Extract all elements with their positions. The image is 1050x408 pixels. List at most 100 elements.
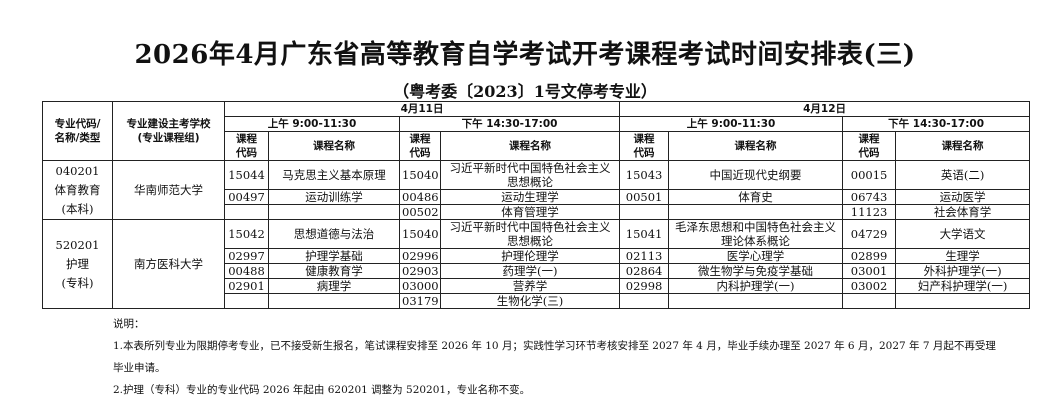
course-name: 外科护理学(一) bbox=[895, 263, 1031, 279]
course-code bbox=[619, 204, 670, 220]
header-course-code: 课程代码 bbox=[224, 131, 269, 161]
major-code: 520201 bbox=[55, 237, 100, 252]
course-code: 03000 bbox=[399, 278, 441, 294]
course-code: 04729 bbox=[842, 219, 897, 249]
course-name: 运动生理学 bbox=[439, 189, 621, 205]
course-name: 生理学 bbox=[895, 248, 1031, 264]
school-cell: 华南师范大学 bbox=[112, 160, 225, 220]
course-name: 健康教育学 bbox=[268, 263, 400, 279]
course-name: 营养学 bbox=[439, 278, 621, 294]
course-code: 00497 bbox=[224, 189, 269, 205]
major-type: (专科) bbox=[61, 275, 94, 290]
notes: 说明： 1.本表所列专业为限期停考专业，已不接受新生报名，笔试课程安排至 202… bbox=[113, 313, 996, 401]
table-row: 03179 生物化学(三) bbox=[43, 293, 1031, 309]
major-cell: 520201 护理 (专科) bbox=[42, 219, 113, 309]
course-name: 护理学基础 bbox=[268, 248, 400, 264]
course-code: 02864 bbox=[619, 263, 670, 279]
table-row: 00488 健康教育学 02903 药理学(一) 02864 微生物学与免疫学基础 0300… bbox=[43, 263, 1031, 279]
course-code: 00015 bbox=[842, 160, 897, 190]
course-code: 02998 bbox=[619, 278, 670, 294]
table-row: 00502 体育管理学 11123 社会体育学 bbox=[43, 204, 1031, 220]
course-code: 00501 bbox=[619, 189, 670, 205]
course-name: 内科护理学(一) bbox=[668, 278, 844, 294]
school-cell: 南方医科大学 bbox=[112, 219, 225, 309]
course-name: 体育史 bbox=[668, 189, 844, 205]
course-name: 运动医学 bbox=[895, 189, 1031, 205]
header-course-name: 课程名称 bbox=[895, 131, 1031, 161]
course-code: 00486 bbox=[399, 189, 441, 205]
header-day1-am: 上午 9:00-11:30 bbox=[224, 116, 400, 132]
page-subtitle: （粤考委〔2023〕1号文停考专业） bbox=[393, 82, 657, 101]
header-course-name: 课程名称 bbox=[439, 131, 621, 161]
header-course-code-label: 课程代码 bbox=[236, 133, 257, 159]
header-course-code-label: 课程代码 bbox=[633, 133, 655, 159]
course-name: 中国近现代史纲要 bbox=[668, 160, 844, 190]
note-item: 1.本表所列专业为限期停考专业，已不接受新生报名，笔试课程安排至 2026 年 … bbox=[113, 340, 996, 352]
course-code: 03179 bbox=[399, 293, 441, 309]
course-code: 00502 bbox=[399, 204, 441, 220]
exam-schedule-table: 专业代码/名称/类型 专业建设主考学校 (专业课程组) 4月11日 4月12日 上… bbox=[42, 101, 1031, 309]
course-code: 02903 bbox=[399, 263, 441, 279]
course-code: 00488 bbox=[224, 263, 269, 279]
course-code: 11123 bbox=[842, 204, 897, 220]
course-name: 护理伦理学 bbox=[439, 248, 621, 264]
course-name: 英语(二) bbox=[895, 160, 1031, 190]
header-course-code-label: 课程代码 bbox=[858, 133, 880, 159]
course-name: 微生物学与免疫学基础 bbox=[668, 263, 844, 279]
header-course-code: 课程代码 bbox=[619, 131, 670, 161]
table-row: 520201 护理 (专科) 南方医科大学 15042 思想道德与法治 15040 习近平新时… bbox=[42, 219, 1031, 309]
course-name: 体育管理学 bbox=[439, 204, 621, 220]
course-code bbox=[224, 293, 269, 309]
header-day2-pm: 下午 14:30-17:00 bbox=[842, 116, 1031, 132]
course-name bbox=[668, 204, 844, 220]
course-name: 运动训练学 bbox=[268, 189, 400, 205]
header-course-name: 课程名称 bbox=[268, 131, 400, 161]
notes-label: 说明： bbox=[113, 318, 145, 330]
course-code bbox=[224, 204, 269, 220]
page-title: 2026年4月广东省高等教育自学考试开考课程考试时间安排表(三) bbox=[134, 40, 916, 70]
table-row: 00497 运动训练学 00486 运动生理学 00501 体育史 06743 运动医学 bbox=[43, 189, 1031, 205]
header-major: 专业代码/名称/类型 bbox=[42, 101, 113, 161]
header-course-code: 课程代码 bbox=[399, 131, 441, 161]
course-code: 15043 bbox=[619, 160, 670, 190]
course-code: 02997 bbox=[224, 248, 269, 264]
major-type: (本科) bbox=[61, 201, 94, 216]
course-code: 15042 bbox=[224, 219, 269, 249]
course-code: 15044 bbox=[224, 160, 269, 190]
course-name bbox=[895, 293, 1031, 309]
course-code: 03002 bbox=[842, 278, 897, 294]
course-name: 医学心理学 bbox=[668, 248, 844, 264]
major-name: 体育教育 bbox=[54, 182, 101, 197]
header-day2: 4月12日 bbox=[619, 101, 1031, 117]
header-course-code: 课程代码 bbox=[842, 131, 897, 161]
course-name bbox=[268, 204, 400, 220]
table-row: 040201 体育教育 (本科) 华南师范大学 15044 马克思主义基本原理 15040 习… bbox=[42, 160, 1031, 220]
course-code bbox=[619, 293, 670, 309]
course-name: 药理学(一) bbox=[439, 263, 621, 279]
course-name: 生物化学(三) bbox=[439, 293, 621, 309]
course-code: 02113 bbox=[619, 248, 670, 264]
note-item: 2.护理（专科）专业的专业代码 2026 年起由 620201 调整为 5202… bbox=[113, 384, 531, 396]
course-name: 社会体育学 bbox=[895, 204, 1031, 220]
course-code bbox=[842, 293, 897, 309]
course-code: 15040 bbox=[399, 219, 441, 249]
course-name: 习近平新时代中国特色社会主义思想概论 bbox=[439, 160, 621, 190]
header-day2-am: 上午 9:00-11:30 bbox=[619, 116, 844, 132]
course-name: 习近平新时代中国特色社会主义思想概论 bbox=[439, 219, 621, 249]
note-item: 毕业申请。 bbox=[113, 362, 166, 374]
course-code: 15041 bbox=[619, 219, 670, 249]
course-name: 思想道德与法治 bbox=[268, 219, 400, 249]
course-name bbox=[668, 293, 844, 309]
course-code: 03001 bbox=[842, 263, 897, 279]
header-school: 专业建设主考学校 (专业课程组) bbox=[112, 101, 225, 161]
course-name bbox=[268, 293, 400, 309]
course-code: 15040 bbox=[399, 160, 441, 190]
header-day1: 4月11日 bbox=[223, 101, 621, 117]
header-course-code-label: 课程代码 bbox=[409, 133, 431, 159]
major-cell: 040201 体育教育 (本科) bbox=[42, 160, 113, 220]
major-code: 040201 bbox=[55, 163, 100, 178]
course-name: 大学语文 bbox=[895, 219, 1031, 249]
course-code: 02901 bbox=[224, 278, 269, 294]
course-name: 病理学 bbox=[268, 278, 400, 294]
course-name: 毛泽东思想和中国特色社会主义理论体系概论 bbox=[668, 219, 844, 249]
